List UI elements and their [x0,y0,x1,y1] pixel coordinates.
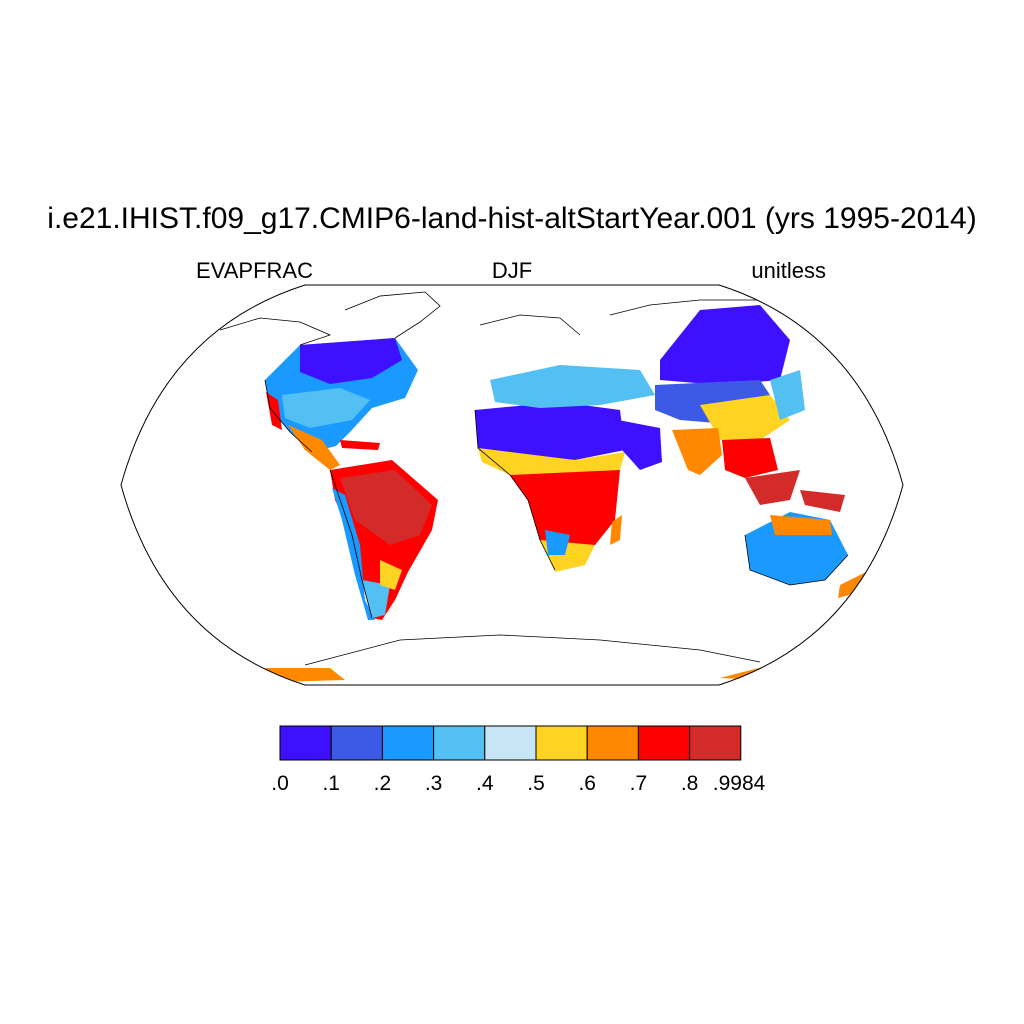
units-label: unitless [751,258,826,283]
usa-region [282,388,370,428]
colorbar-box [637,725,691,761]
colorbar-box [535,725,588,761]
colorbar-tick-label: .7 [630,772,648,795]
west-coast-region [266,392,282,430]
kalahari-region [545,530,570,555]
mexico-region [288,425,340,470]
sahara-region [475,402,625,460]
caribbean-region [340,440,380,450]
patagonia-region [362,580,390,618]
colorbar-box [484,725,537,761]
colorbar-box [433,725,486,761]
siberia-region [660,305,790,385]
sahel-region [478,448,625,478]
arabia-region [618,420,662,470]
canada-region [300,338,402,384]
colorbar: .0 .1 .2 .3 .4 .5 .6 .7 .8 .9984 [271,725,766,795]
india-region [672,428,722,475]
europe-region [490,365,655,408]
colorbar-tick-label: .0 [271,772,289,795]
pampas-region [380,560,402,590]
colorbar-box [689,725,742,761]
colorbar-box [381,725,435,761]
southeast-asia-region [722,438,778,478]
variable-label: EVAPFRAC [196,258,313,283]
colorbar-tick-label: .8 [681,772,699,795]
amazon-region [340,470,432,545]
globe-outline [120,284,904,686]
colorbar-tick-label: .6 [578,772,596,795]
east-asia-coast-region [770,370,805,420]
season-label: DJF [491,258,533,283]
colorbar-box [330,725,383,761]
colorbar-tick-label: .2 [374,772,392,795]
land-field [265,305,870,682]
colorbar-tick-label: .3 [425,772,443,795]
colorbar-box [279,725,332,761]
north-australia-region [770,515,832,535]
colorbar-tick-label: .4 [476,772,494,795]
colorbar-box [586,725,639,761]
andes-region [332,488,375,620]
colorbar-tick-label: .5 [527,772,545,795]
colorbar-tick-label: .1 [322,772,340,795]
new-guinea-region [800,490,845,512]
new-zealand-region [838,570,870,598]
plot-title: i.e21.IHIST.f09_g17.CMIP6-land-hist-altS… [47,202,977,235]
china-region [700,395,790,440]
borneo-region [745,470,800,505]
madagascar-region [610,515,622,545]
colorbar-tick-label: .9984 [713,772,766,795]
